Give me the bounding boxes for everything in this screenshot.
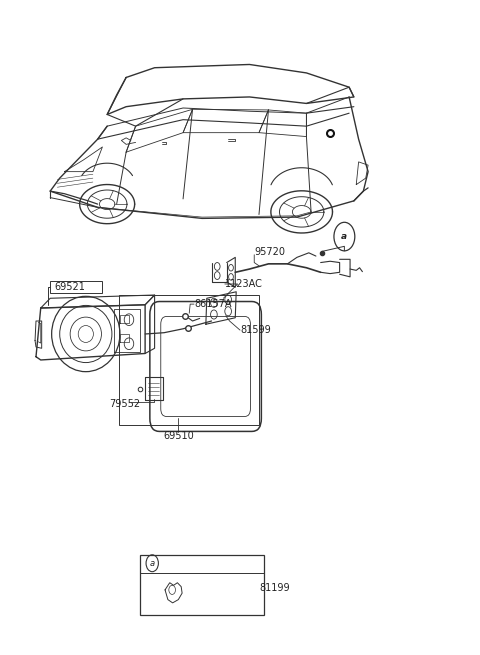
Text: a: a <box>150 559 155 568</box>
Text: 86157A: 86157A <box>194 299 231 309</box>
Bar <box>119 295 259 425</box>
Text: 95720: 95720 <box>254 246 285 257</box>
Text: 79552: 79552 <box>109 399 141 409</box>
Bar <box>140 555 264 614</box>
Text: 81199: 81199 <box>259 583 289 593</box>
Bar <box>50 282 102 293</box>
Text: 81599: 81599 <box>240 325 271 335</box>
Text: a: a <box>341 232 348 241</box>
Text: 69510: 69510 <box>163 431 194 441</box>
Text: 69521: 69521 <box>54 282 85 292</box>
Text: 1123AC: 1123AC <box>225 279 263 289</box>
